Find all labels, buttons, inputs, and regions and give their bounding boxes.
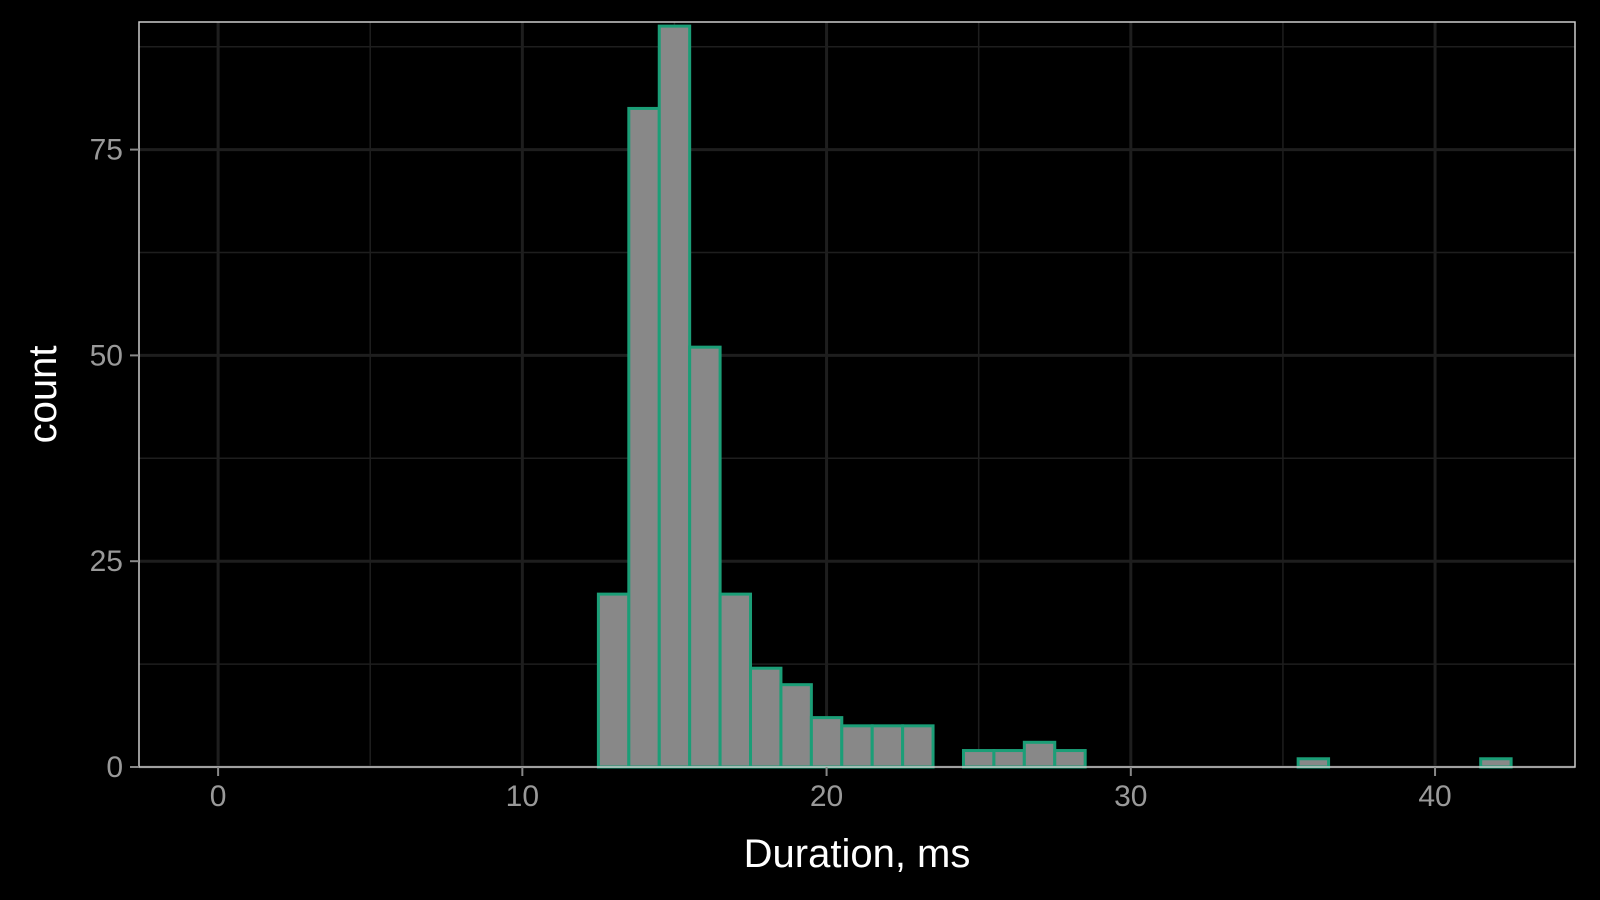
histogram-bar [779,683,813,769]
y-tick-label: 75 [90,134,123,167]
x-tick-label: 30 [1114,780,1147,813]
histogram-bars [596,24,1513,769]
histogram-bar [1479,757,1513,769]
x-axis-title: Duration, ms [744,832,971,876]
histogram-bar [1296,757,1331,769]
histogram-bar [627,106,661,769]
y-axis-title: count [21,346,65,444]
y-tick-label: 0 [106,751,123,784]
histogram-bar [1022,740,1057,769]
histogram-bar [840,724,874,769]
histogram-bar [901,724,935,769]
histogram-bar [1053,749,1087,769]
histogram-bar [596,592,631,769]
histogram-bar [809,716,844,769]
y-tick-label: 50 [90,339,123,372]
y-tick-label: 25 [90,545,123,578]
x-tick-label: 40 [1418,780,1451,813]
histogram-bar [870,724,905,769]
histogram-bar [718,592,753,769]
histogram-bar [657,24,692,769]
x-tick-label: 20 [810,780,843,813]
panel-border [138,21,1576,768]
histogram-bar [688,345,722,769]
histogram-bar [961,749,996,769]
grid-lines [139,22,1575,769]
x-tick-label: 0 [210,780,227,813]
x-tick-label: 10 [506,780,539,813]
histogram-bar [749,666,783,769]
histogram-bar [992,749,1026,769]
axes: 0 10 20 30 40 0 25 50 75 [90,21,1576,813]
